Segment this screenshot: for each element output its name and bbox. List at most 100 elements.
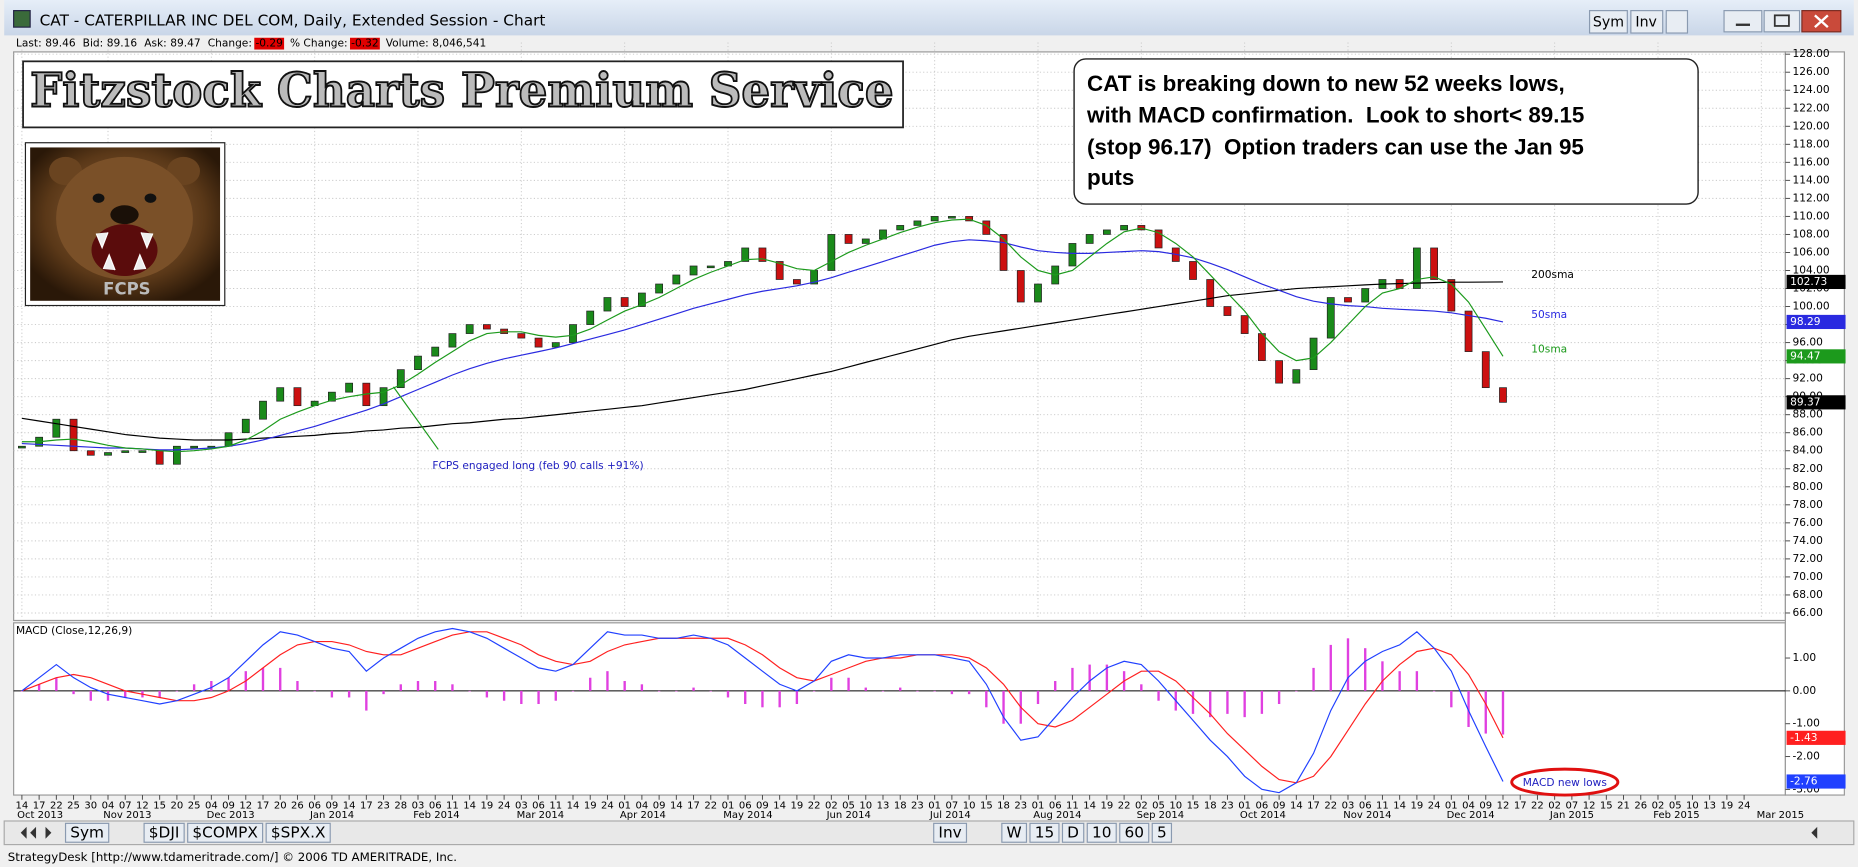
sym-button[interactable] — [1588, 10, 1628, 34]
x-tick-label: 01 — [1238, 801, 1251, 812]
candle — [1034, 283, 1042, 303]
histogram-bar — [468, 690, 471, 692]
candle — [138, 450, 147, 453]
x-tick-label: 22 — [1531, 801, 1544, 812]
toolbar-button-label[interactable]: $DJI — [149, 823, 180, 841]
histogram-bar — [502, 690, 506, 701]
toolbar-button-label[interactable]: Sym — [70, 823, 104, 841]
quote-value: -0.29 — [255, 37, 282, 50]
y-tick-label: 116.00 — [1792, 155, 1829, 168]
candle — [1154, 229, 1163, 249]
maximize-button[interactable] — [1763, 10, 1801, 33]
histogram-bar — [279, 667, 282, 691]
minimize-button[interactable] — [1723, 10, 1763, 33]
detach-button[interactable] — [1665, 10, 1689, 34]
histogram-bar — [72, 690, 75, 695]
series-line — [21, 631, 1504, 784]
candle — [896, 225, 905, 231]
toolbar-button[interactable] — [1086, 822, 1117, 843]
series-line — [21, 627, 1504, 794]
histogram-bar — [55, 677, 58, 691]
x-tick-label: 02 — [1652, 801, 1665, 812]
y-tick-label: 92.00 — [1792, 372, 1823, 385]
histogram-bar — [830, 677, 833, 691]
histogram-bar — [124, 690, 127, 698]
toolbar-button[interactable] — [64, 822, 110, 843]
month-label: Feb 2015 — [1653, 810, 1699, 821]
histogram-bar — [365, 690, 368, 711]
toolbar-button[interactable] — [143, 822, 185, 843]
toolbar-button[interactable] — [1001, 822, 1028, 843]
toolbar-button[interactable] — [933, 822, 968, 843]
x-tick-label: 12 — [136, 801, 149, 812]
month-label: Oct 2013 — [17, 810, 63, 821]
x-tick-label: 04 — [205, 801, 218, 812]
histogram-bar — [795, 690, 799, 705]
toolbar-button-label[interactable]: $COMPX — [192, 823, 258, 841]
histogram-bar — [210, 681, 213, 691]
toolbar-button[interactable] — [1029, 822, 1060, 843]
inv-button[interactable] — [1630, 10, 1664, 34]
inv-button-label[interactable]: Inv — [1635, 14, 1657, 30]
x-tick-label: 22 — [704, 801, 717, 812]
histogram-bar — [589, 677, 592, 691]
toolbar-button-label[interactable]: 15 — [1035, 823, 1055, 841]
x-tick-label: 30 — [84, 801, 97, 812]
histogram-bar — [1243, 690, 1246, 718]
toolbar-button-label[interactable]: $SPX.X — [271, 823, 326, 841]
sym-button-label[interactable]: Sym — [1593, 14, 1624, 30]
status-text: StrategyDesk [http://www.tdameritrade.co… — [8, 850, 457, 864]
annotation-pointer — [392, 386, 439, 450]
candle — [69, 418, 78, 452]
x-tick-label: 24 — [1738, 801, 1751, 812]
x-tick-label: 06 — [1049, 801, 1062, 812]
toolbar-button[interactable] — [1151, 822, 1173, 843]
x-tick-label: 06 — [308, 801, 321, 812]
histogram-bar — [158, 690, 161, 698]
histogram-bar — [950, 690, 954, 695]
candle — [603, 297, 612, 312]
candle — [1430, 247, 1438, 280]
note-box — [1073, 58, 1699, 205]
histogram-bar — [416, 681, 420, 691]
x-tick-label: 04 — [1462, 801, 1475, 812]
toolbar-button-label[interactable]: W — [1007, 823, 1022, 841]
toolbar-button[interactable] — [1061, 822, 1085, 843]
toolbar-button-label[interactable]: 10 — [1092, 823, 1112, 841]
candle — [620, 297, 629, 307]
candle — [293, 387, 302, 407]
toolbar-button-label[interactable]: Inv — [938, 823, 961, 841]
quote-label: Last: — [16, 37, 42, 50]
y-tick-label: 1.00 — [1792, 651, 1816, 664]
toolbar-button[interactable] — [265, 822, 331, 843]
toolbar-button-label[interactable]: D — [1067, 823, 1079, 841]
bear-teeth — [95, 232, 154, 271]
value-tag — [1786, 274, 1846, 290]
value-tag — [1786, 314, 1846, 330]
x-tick-label: 22 — [50, 801, 63, 812]
toolbar-button[interactable] — [1119, 822, 1150, 843]
candle — [465, 324, 474, 334]
value-tag-label: 94.47 — [1790, 349, 1820, 362]
quote-value: -0.32 — [351, 37, 378, 50]
x-tick-label: 18 — [997, 801, 1010, 812]
toolbar-button[interactable] — [187, 822, 264, 843]
histogram-bar — [1346, 638, 1350, 691]
scroll-arrow[interactable] — [20, 826, 37, 839]
x-tick-label: 10 — [859, 801, 872, 812]
x-tick-label: 17 — [33, 801, 46, 812]
x-tick-label: 14 — [1393, 801, 1406, 812]
x-tick-label: 17 — [687, 801, 700, 812]
month-label: Aug 2014 — [1033, 810, 1081, 821]
scroll-arrow[interactable] — [1811, 826, 1818, 839]
toolbar-button-label[interactable]: 5 — [1157, 823, 1167, 841]
month-label: Sep 2014 — [1137, 810, 1185, 821]
toolbar-button-label[interactable]: 60 — [1124, 823, 1144, 841]
x-tick-label: 24 — [601, 801, 614, 812]
quote-strip: Last: 89.46 Bid: 89.16 Ask: 89.47 Change: -0.29… — [16, 37, 486, 50]
y-tick-label: 66.00 — [1792, 606, 1823, 619]
y-tick-label: 72.00 — [1792, 552, 1823, 565]
x-tick-label: 01 — [1032, 801, 1045, 812]
x-tick-label: 15 — [1187, 801, 1200, 812]
scroll-arrow[interactable] — [45, 826, 52, 839]
